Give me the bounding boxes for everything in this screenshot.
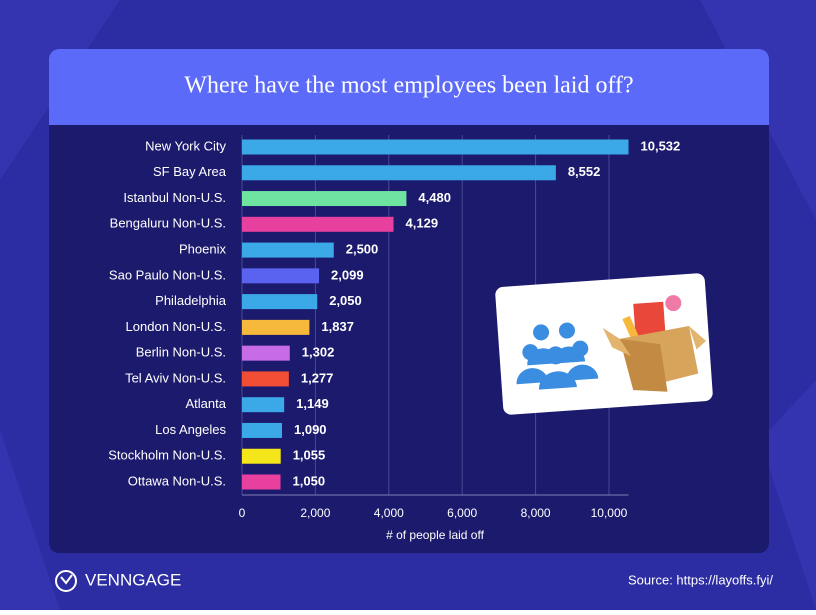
bar (242, 422, 283, 438)
x-tick-label: 8,000 (521, 506, 551, 520)
x-tick-label: 4,000 (374, 506, 404, 520)
header (49, 49, 769, 125)
bar (242, 397, 285, 413)
bar (242, 345, 290, 361)
value-label: 1,055 (293, 448, 326, 463)
brand-logo (55, 570, 77, 592)
bar (242, 294, 318, 310)
x-tick-label: 0 (239, 506, 246, 520)
y-tick-label: London Non-U.S. (126, 319, 226, 334)
bar (242, 165, 556, 181)
brand: VENNGAGE (85, 570, 181, 589)
bar (242, 319, 310, 335)
y-tick-label: Berlin Non-U.S. (136, 345, 226, 360)
illustration (495, 273, 713, 415)
bg-shape (760, 380, 816, 610)
bg-shape (0, 430, 60, 610)
box-icon (602, 295, 707, 392)
x-tick-label: 2,000 (300, 506, 330, 520)
bar (242, 242, 334, 258)
value-label: 2,099 (331, 267, 364, 282)
value-label: 8,552 (568, 164, 601, 179)
y-tick-label: Sao Paulo Non-U.S. (109, 267, 226, 282)
y-tick-label: Bengaluru Non-U.S. (110, 216, 226, 231)
value-label: 2,050 (329, 293, 362, 308)
bar (242, 191, 407, 207)
value-label: 4,480 (418, 190, 451, 205)
bar (242, 474, 281, 490)
x-tick-label: 6,000 (447, 506, 477, 520)
bar (242, 268, 320, 284)
people-icon (516, 322, 599, 390)
card (49, 49, 769, 553)
bar (242, 139, 629, 155)
y-tick-label: Atlanta (186, 396, 227, 411)
value-label: 1,149 (296, 396, 329, 411)
y-tick-label: New York City (145, 138, 226, 153)
chart-title: Where have the most employees been laid … (184, 73, 633, 99)
y-tick-label: Phoenix (179, 242, 226, 257)
value-label: 10,532 (641, 138, 681, 153)
value-label: 1,050 (293, 473, 326, 488)
y-tick-label: Tel Aviv Non-U.S. (125, 370, 226, 385)
y-tick-label: Philadelphia (155, 293, 227, 308)
x-axis-label: # of people laid off (386, 528, 485, 542)
value-label: 1,090 (294, 422, 327, 437)
bar (242, 371, 289, 387)
y-tick-label: Istanbul Non-U.S. (123, 190, 226, 205)
y-tick-label: Los Angeles (155, 422, 226, 437)
plot: 0 2,000 4,000 6,000 8,000 10,000 New York City… (108, 135, 680, 520)
bar (242, 448, 281, 464)
value-label: 1,837 (321, 319, 354, 334)
value-label: 1,277 (301, 370, 334, 385)
y-tick-label: Ottawa Non-U.S. (128, 473, 226, 488)
y-tick-label: SF Bay Area (153, 164, 227, 179)
value-label: 2,500 (346, 242, 379, 257)
y-tick-label: Stockholm Non-U.S. (108, 448, 226, 463)
x-tick-label: 10,000 (591, 506, 628, 520)
brand-logo-mark (60, 574, 73, 585)
value-label: 4,129 (406, 216, 439, 231)
value-label: 1,302 (302, 345, 335, 360)
source: Source: https://layoffs.fyi/ (628, 572, 773, 587)
bar (242, 216, 394, 232)
